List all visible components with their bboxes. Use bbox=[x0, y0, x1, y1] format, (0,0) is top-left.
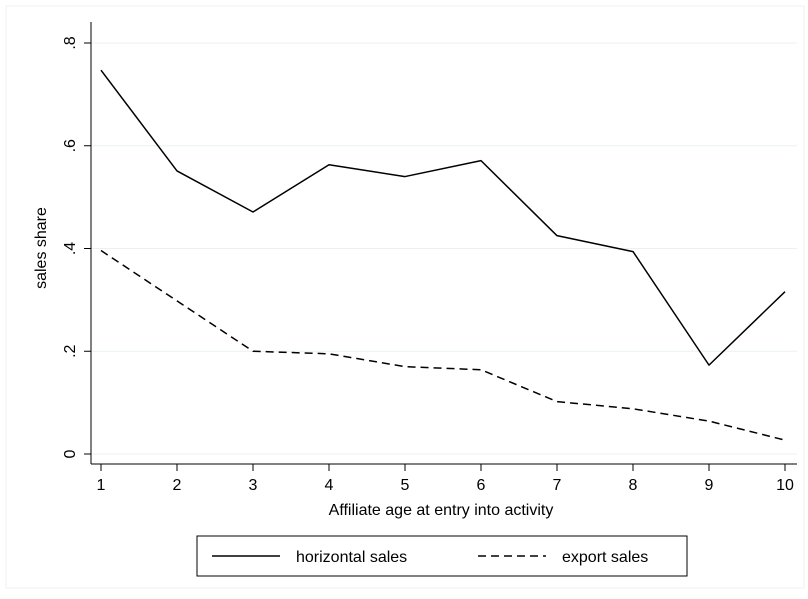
horizontal-sales-line bbox=[100, 69, 786, 366]
legend: horizontal sales export sales bbox=[196, 535, 688, 577]
x-tick-label: 7 bbox=[553, 477, 562, 494]
x-tick-label: 3 bbox=[249, 477, 258, 494]
x-tick-label: 8 bbox=[629, 477, 638, 494]
x-axis-label: Affiliate age at entry into activity bbox=[329, 502, 554, 519]
y-tick-label: 0 bbox=[62, 449, 79, 458]
y-tick-label: .4 bbox=[62, 242, 79, 255]
y-axis-label: sales share bbox=[33, 207, 50, 289]
y-tick-label: .6 bbox=[62, 139, 79, 152]
x-tick-label: 10 bbox=[776, 477, 794, 494]
x-tick-label: 4 bbox=[325, 477, 334, 494]
export-sales-line bbox=[100, 249, 786, 441]
y-tick-label: .8 bbox=[62, 36, 79, 49]
x-tick-label: 5 bbox=[401, 477, 410, 494]
x-tick-label: 2 bbox=[173, 477, 182, 494]
x-tick-label: 6 bbox=[477, 477, 486, 494]
x-tick-label: 9 bbox=[705, 477, 714, 494]
y-tick-label: .2 bbox=[62, 344, 79, 357]
legend-label-export-sales: export sales bbox=[562, 549, 648, 566]
x-tick-label: 1 bbox=[97, 477, 106, 494]
legend-label-horizontal-sales: horizontal sales bbox=[296, 549, 407, 566]
